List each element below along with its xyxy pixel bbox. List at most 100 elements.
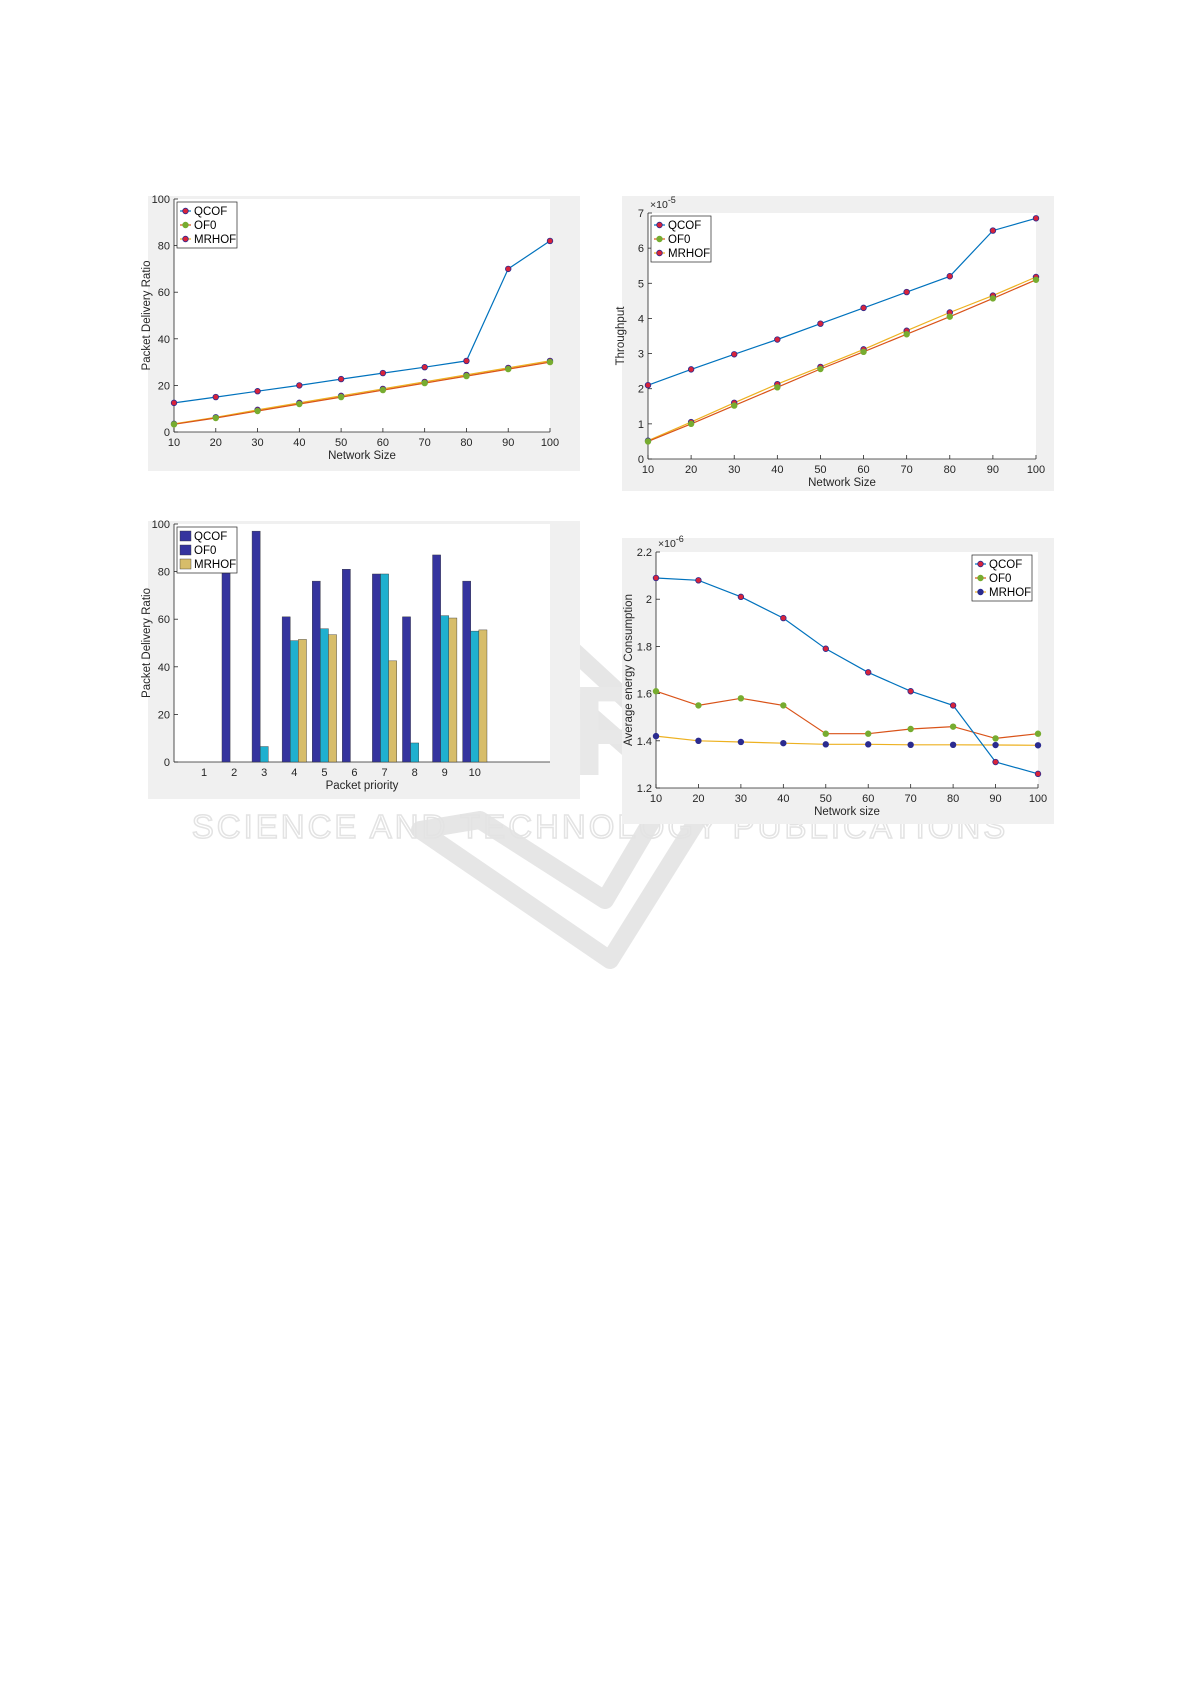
data-point-mrhof — [780, 739, 787, 747]
series-line-of0 — [173, 361, 551, 425]
data-point-of0 — [1034, 730, 1042, 737]
chart-throughput-vs-network-size: 0 1 2 3 4 5 6 7 Network Size Throughput ×10-5 10 20 3… — [615, 195, 1054, 491]
y-tick-label: 0 — [164, 757, 170, 769]
y-tick-label: 7 — [638, 208, 644, 220]
legend-label-of0: OF0 — [194, 220, 216, 232]
x-tick-label: 30 — [728, 464, 740, 476]
bar-qcof-priority-6 — [342, 569, 351, 763]
series-line-mrhof — [655, 735, 1039, 746]
x-tick-label: 3 — [261, 767, 267, 779]
bar-mrhof-priority-10 — [478, 629, 488, 763]
series-line-qcof — [655, 577, 1039, 775]
x-tick-label: 1 — [201, 767, 207, 779]
y-tick-label: 5 — [638, 278, 644, 290]
x-tick-label: 9 — [442, 767, 448, 779]
data-point-mrhof — [822, 741, 829, 748]
x-tick-label: 2 — [231, 767, 237, 779]
data-point-qcof — [296, 382, 303, 389]
y-tick-label: 2.2 — [637, 547, 652, 559]
data-point-mrhof — [652, 732, 660, 740]
data-point-mrhof — [1034, 742, 1042, 749]
bar-of0-priority-9 — [440, 615, 449, 763]
x-tick-label: 90 — [989, 793, 1001, 805]
chart-pdr-vs-packet-priority: 0 20 40 60 80 100 Packet priority Packet Delive… — [141, 519, 580, 799]
data-point-of0 — [644, 438, 652, 445]
data-point-qcof — [546, 237, 554, 245]
x-tick-label: 70 — [905, 793, 917, 805]
series-line-mrhof — [647, 276, 1037, 442]
legend-marker-mrhof — [656, 249, 663, 257]
series-line-qcof — [173, 240, 551, 404]
data-point-qcof — [1034, 770, 1042, 778]
x-tick-label: 90 — [502, 437, 514, 449]
y-tick-label: 80 — [158, 241, 170, 253]
y-tick-label: 100 — [152, 194, 170, 206]
y-tick-label: 3 — [638, 349, 644, 361]
bar-mrhof-priority-9 — [448, 617, 458, 763]
x-tick-label: 90 — [987, 464, 999, 476]
y-tick-label: 1.8 — [637, 641, 652, 653]
x-tick-label: 100 — [541, 437, 559, 449]
x-tick-label: 70 — [901, 464, 913, 476]
bar-mrhof-priority-5 — [328, 634, 337, 763]
bar-of0-priority-5 — [320, 628, 329, 763]
data-point-qcof — [505, 265, 512, 273]
legend-label-mrhof: MRHOF — [989, 587, 1031, 599]
data-point-mrhof — [737, 738, 745, 746]
data-point-mrhof — [907, 741, 914, 749]
x-tick-label: 20 — [210, 437, 222, 449]
x-tick-label: 5 — [321, 767, 327, 779]
bar-of0-priority-10 — [470, 630, 480, 763]
data-point-of0 — [992, 735, 999, 742]
series-line-of0 — [655, 690, 1039, 740]
data-point-of0 — [254, 407, 261, 415]
y-tick-label: 2 — [638, 384, 644, 396]
x-tick-label: 10 — [642, 464, 654, 476]
legend: QCOF OF0 MRHOF — [650, 215, 712, 263]
data-point-of0 — [774, 384, 781, 391]
data-point-qcof — [737, 593, 745, 601]
data-point-qcof — [865, 669, 872, 676]
bar-of0-priority-8 — [410, 742, 419, 763]
data-point-of0 — [946, 313, 953, 320]
legend-label-of0: OF0 — [668, 234, 690, 246]
data-point-of0 — [652, 688, 660, 695]
y-tick-label: 4 — [638, 313, 644, 325]
series-line-mrhof — [173, 360, 551, 425]
legend-marker-of0 — [182, 221, 189, 229]
data-point-qcof — [170, 399, 178, 407]
y-tick-label: 40 — [158, 662, 170, 674]
y-tick-label: 100 — [152, 519, 170, 531]
legend-marker-qcof — [977, 560, 984, 568]
y-axis-multiplier: ×10-6 — [658, 534, 684, 550]
x-axis-label: Packet priority — [326, 780, 399, 792]
data-point-qcof — [652, 574, 660, 582]
x-tick-label: 30 — [251, 437, 263, 449]
legend-label-mrhof: MRHOF — [668, 248, 710, 260]
data-point-qcof — [780, 614, 787, 622]
legend-marker-of0 — [656, 235, 663, 243]
y-tick-label: 1.6 — [637, 689, 652, 701]
x-tick-label: 8 — [412, 767, 418, 779]
data-point-of0 — [737, 695, 745, 702]
x-tick-label: 100 — [1029, 793, 1047, 805]
x-tick-label: 30 — [735, 793, 747, 805]
legend-label-qcof: QCOF — [668, 220, 701, 232]
x-axis-label: Network Size — [328, 450, 396, 462]
x-tick-label: 20 — [685, 464, 697, 476]
data-point-of0 — [1032, 276, 1040, 283]
data-point-of0 — [212, 414, 219, 422]
data-point-qcof — [731, 351, 738, 358]
legend-label-mrhof: MRHOF — [194, 234, 236, 246]
x-tick-label: 50 — [335, 437, 347, 449]
y-axis-multiplier-exponent: -6 — [676, 534, 684, 544]
data-point-of0 — [822, 730, 829, 737]
x-tick-label: 60 — [862, 793, 874, 805]
legend-label-qcof: QCOF — [194, 206, 227, 218]
x-tick-label: 10 — [650, 793, 662, 805]
y-axis-label: Average energy Consumption — [623, 594, 635, 746]
y-tick-label: 1 — [638, 419, 644, 431]
data-point-qcof — [379, 369, 387, 377]
y-axis-multiplier-base: ×10 — [650, 199, 668, 211]
bar-qcof-priority-9 — [432, 554, 441, 763]
